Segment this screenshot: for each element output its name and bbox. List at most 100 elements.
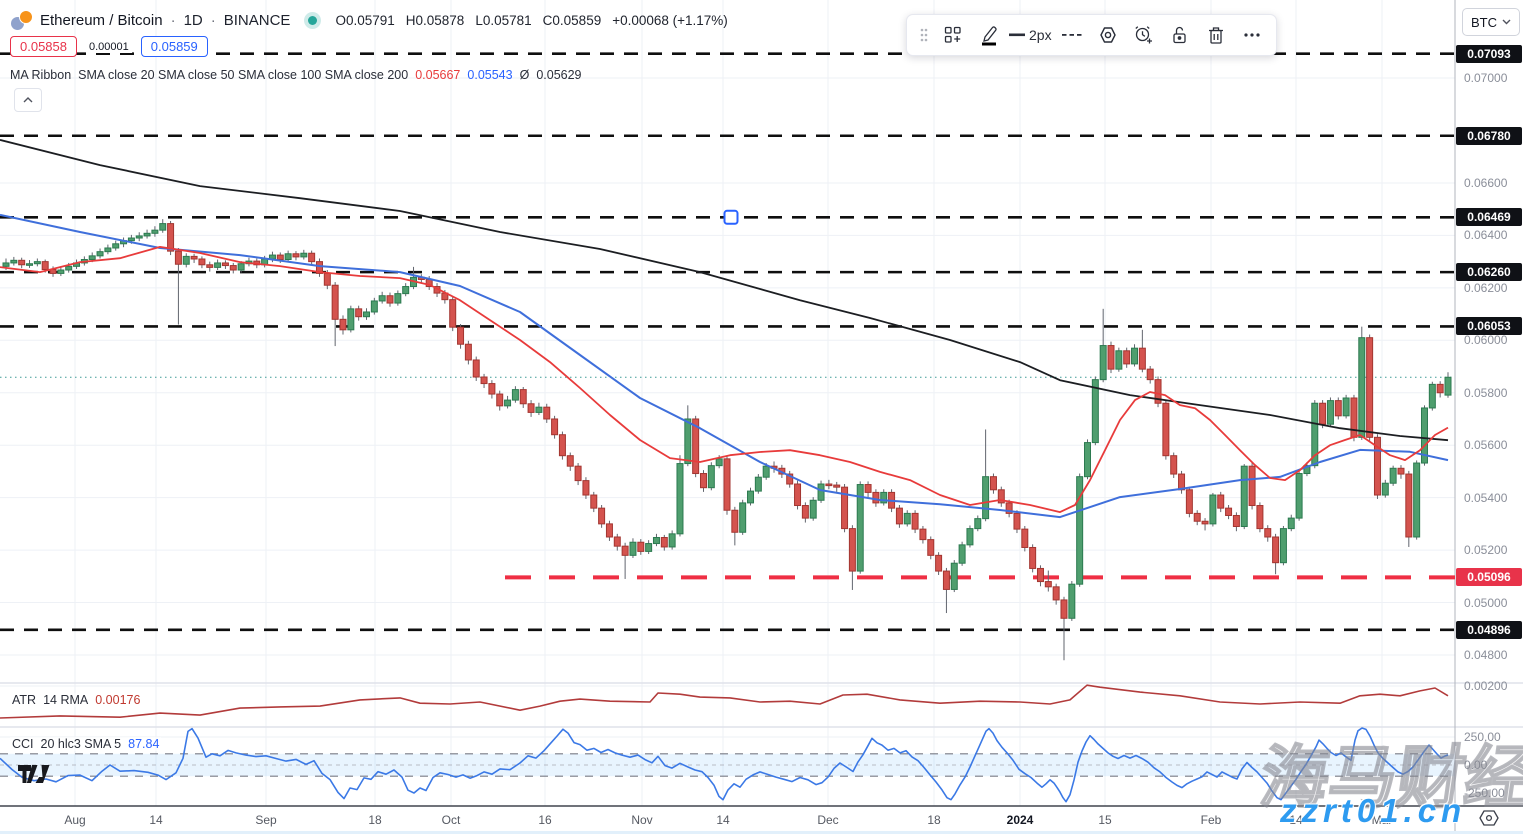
candle-body xyxy=(1397,467,1405,475)
drag-handle-icon[interactable] xyxy=(915,19,933,51)
candle-body xyxy=(1279,528,1287,564)
candle-body xyxy=(10,259,18,264)
candle-body xyxy=(1138,347,1146,370)
candle-body xyxy=(1334,400,1342,417)
separator: · xyxy=(210,11,216,29)
ma-avg-symbol: Ø xyxy=(519,68,530,82)
pane-tick: -250.00 xyxy=(1464,786,1505,800)
candle-body xyxy=(833,484,841,488)
candle-body xyxy=(488,383,496,395)
candle-body xyxy=(1326,400,1334,425)
candle-body xyxy=(966,528,974,546)
candle-body xyxy=(276,254,284,261)
more-options-button[interactable] xyxy=(1236,19,1268,51)
candle-body xyxy=(1068,583,1076,619)
cci-legend[interactable]: CCI 20 hlc3 SMA 5 87.84 xyxy=(10,737,162,751)
candle-body xyxy=(676,463,684,535)
price-tick: 0.04800 xyxy=(1464,648,1508,662)
candle-body xyxy=(237,263,245,271)
spread-value: 0.00001 xyxy=(86,40,132,53)
candle-body xyxy=(135,235,143,239)
interval-label[interactable]: 1D xyxy=(183,11,203,29)
candle-body xyxy=(1436,383,1444,394)
exchange-label[interactable]: BINANCE xyxy=(223,11,291,29)
close-value: 0.05859 xyxy=(552,12,602,28)
candle-body xyxy=(457,326,465,345)
candle-body xyxy=(363,311,370,318)
price-level-badge[interactable]: 0.04896 xyxy=(1456,620,1522,639)
candle-body xyxy=(496,393,504,407)
symbol-name[interactable]: Ethereum / Bitcoin xyxy=(40,11,163,29)
candle-body xyxy=(723,458,731,511)
candle-body xyxy=(582,480,590,496)
ma-ribbon-title: MA Ribbon xyxy=(10,68,72,82)
candle-body xyxy=(1178,473,1186,491)
candle-body xyxy=(300,252,308,258)
candle-body xyxy=(1342,397,1350,417)
time-axis-settings-button[interactable] xyxy=(1478,809,1500,832)
price-level-badge[interactable]: 0.06053 xyxy=(1456,317,1522,336)
chevron-up-icon xyxy=(23,97,33,103)
price-tick: 0.05200 xyxy=(1464,543,1508,558)
price-level-badge[interactable]: 0.07093 xyxy=(1456,44,1522,63)
candle-body xyxy=(1420,407,1428,464)
candle-body xyxy=(699,473,707,489)
price-level-badge[interactable]: 0.06469 xyxy=(1456,208,1522,227)
atr-legend[interactable]: ATR 14 RMA 0.00176 xyxy=(10,693,143,707)
price-tick: 0.07000 xyxy=(1464,71,1508,86)
candle-body xyxy=(629,541,637,556)
candle-body xyxy=(590,494,598,509)
line-width-button[interactable]: 2px xyxy=(1009,19,1052,51)
candle-body xyxy=(449,299,457,328)
candle-body xyxy=(1044,581,1052,588)
candle-body xyxy=(817,483,825,501)
candle-body xyxy=(1162,402,1170,457)
candle-body xyxy=(511,389,519,401)
lock-button[interactable] xyxy=(1164,19,1196,51)
market-status-dot-icon[interactable] xyxy=(308,15,318,25)
pane-tick: 0.00 xyxy=(1464,758,1488,772)
price-tick: 0.06200 xyxy=(1464,280,1508,295)
candle-body xyxy=(1264,528,1272,538)
candle-body xyxy=(1319,402,1327,425)
buy-price-box[interactable]: 0.05859 xyxy=(140,36,208,57)
price-axis-currency-button[interactable]: BTC xyxy=(1462,8,1520,36)
line-color-button[interactable] xyxy=(973,19,1005,51)
collapse-legend-button[interactable] xyxy=(14,88,42,112)
chevron-down-icon xyxy=(1502,19,1511,25)
line-style-button[interactable] xyxy=(1056,19,1088,51)
candle-body xyxy=(214,262,222,268)
candle-body xyxy=(229,265,237,271)
price-tick: 0.06400 xyxy=(1464,228,1508,243)
price-level-badge[interactable]: 0.05096 xyxy=(1456,568,1522,587)
price-level-badge[interactable]: 0.06260 xyxy=(1456,263,1522,282)
candle-body xyxy=(284,253,292,261)
candle-body xyxy=(1225,507,1233,516)
candle-body xyxy=(386,295,394,304)
price-level-badge[interactable]: 0.06780 xyxy=(1456,126,1522,145)
sma-20-line xyxy=(0,246,1449,513)
gear-icon xyxy=(1479,810,1499,826)
delete-button[interactable] xyxy=(1200,19,1232,51)
change-value: +0.00068 (+1.17%) xyxy=(612,12,728,28)
candle-body xyxy=(1052,586,1060,601)
ma-ribbon-legend[interactable]: MA Ribbon SMA close 20 SMA close 50 SMA … xyxy=(10,68,582,82)
settings-button[interactable] xyxy=(1092,19,1124,51)
pencil-icon xyxy=(982,26,997,46)
candle-body xyxy=(41,261,49,270)
symbol-legend[interactable]: Ethereum / Bitcoin · 1D · BINANCE O0.057… xyxy=(10,10,728,31)
time-tick-Feb: Feb xyxy=(1200,813,1222,827)
candle-body xyxy=(1389,467,1397,484)
sell-price-box[interactable]: 0.05858 xyxy=(10,36,77,57)
candle-body xyxy=(872,491,880,504)
add-alert-button[interactable] xyxy=(1128,19,1160,51)
candle-body xyxy=(935,554,943,572)
add-template-button[interactable] xyxy=(937,19,969,51)
candle-body xyxy=(543,406,551,420)
candle-body xyxy=(927,539,935,556)
tradingview-logo[interactable] xyxy=(18,765,50,789)
cci-line xyxy=(0,727,1449,803)
candle-body xyxy=(574,465,582,482)
sma-200-line xyxy=(0,139,1449,442)
